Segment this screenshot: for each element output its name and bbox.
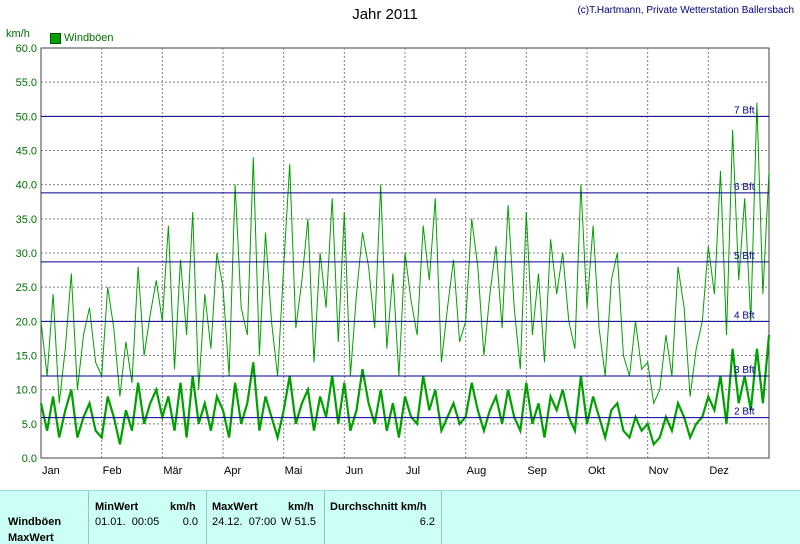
legend-swatch	[50, 32, 61, 44]
x-tick-label: Okt	[588, 465, 605, 477]
wind-gust-chart: 0.0 5.0 10.0 15.0 20.0 25.0 30.0 35.0 40.0 45.0 50…	[16, 43, 771, 477]
y-tick-label: 0.0	[22, 453, 37, 465]
beaufort-label: 7 Bft	[734, 105, 755, 116]
y-tick-label: 55.0	[16, 77, 37, 89]
y-tick-label: 50.0	[16, 111, 37, 123]
stats-row-label: MaxWert	[8, 532, 54, 544]
min-header: MinWert	[95, 501, 139, 513]
avg-value: 6.2	[419, 516, 435, 528]
legend-label: Windböen	[64, 32, 114, 44]
beaufort-label: 2 Bft	[734, 407, 755, 418]
max-value: W 51.5	[281, 516, 316, 528]
min-unit: km/h	[170, 501, 196, 513]
min-datetime: 01.01. 00:05	[95, 516, 160, 528]
y-tick-label: 10.0	[16, 385, 37, 397]
stats-panel: Windböen MaxWert MinWert km/h 01.01. 00:…	[0, 490, 800, 544]
x-tick-label: Mär	[163, 465, 182, 477]
x-tick-label: Jan	[42, 465, 60, 477]
avg-header: Durchschnitt km/h	[330, 501, 427, 513]
max-header: MaxWert	[212, 501, 258, 513]
y-tick-label: 30.0	[16, 248, 37, 260]
beaufort-label: 3 Bft	[734, 365, 755, 376]
y-tick-label: 20.0	[16, 316, 37, 328]
y-tick-label: 25.0	[16, 282, 37, 294]
y-axis-unit-label: km/h	[6, 28, 30, 40]
x-tick-label: Jun	[345, 465, 363, 477]
x-tick-label: Dez	[709, 465, 729, 477]
max-datetime: 24.12. 07:00	[212, 516, 277, 528]
stats-divider	[206, 491, 207, 544]
stats-row-label: Windböen	[8, 516, 62, 528]
legend: Windböen	[50, 32, 114, 44]
stats-divider	[441, 491, 442, 544]
stats-divider	[324, 491, 325, 544]
chart-title: Jahr 2011	[352, 6, 418, 23]
y-tick-label: 45.0	[16, 146, 37, 158]
y-tick-label: 60.0	[16, 43, 37, 55]
min-value: 0.0	[182, 516, 198, 528]
beaufort-label: 4 Bft	[734, 310, 755, 321]
x-tick-label: Mai	[285, 465, 303, 477]
series-line	[39, 334, 771, 447]
stats-divider	[88, 491, 89, 544]
copyright-text: (c)T.Hartmann, Private Wetterstation Bal…	[577, 5, 794, 16]
y-tick-label: 15.0	[16, 351, 37, 363]
x-tick-label: Aug	[467, 465, 487, 477]
x-tick-label: Sep	[527, 465, 547, 477]
beaufort-label: 5 Bft	[734, 251, 755, 262]
y-tick-label: 5.0	[22, 419, 37, 431]
x-tick-label: Nov	[649, 465, 669, 477]
beaufort-label: 6 Bft	[734, 182, 755, 193]
y-tick-label: 40.0	[16, 180, 37, 192]
y-tick-label: 35.0	[16, 214, 37, 226]
x-tick-label: Feb	[103, 465, 122, 477]
x-tick-label: Apr	[224, 465, 241, 477]
max-unit: km/h	[288, 501, 314, 513]
x-tick-label: Jul	[406, 465, 420, 477]
